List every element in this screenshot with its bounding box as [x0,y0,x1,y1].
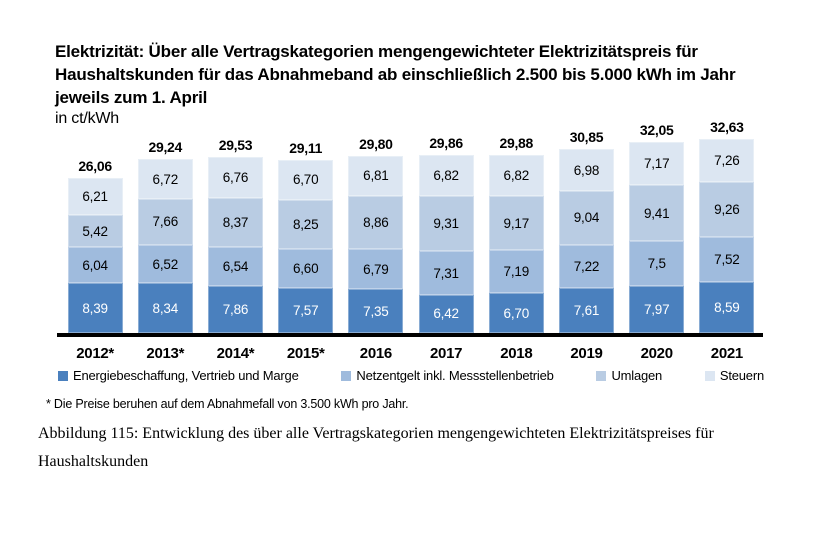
bar-total-label: 29,86 [429,135,463,152]
bar-total-label: 30,85 [569,129,604,146]
legend-color-marker [58,370,68,381]
bar-segment: 9,31 [418,195,474,252]
bar-total-label: 26,06 [78,158,112,175]
bar-segment: 7,5 [629,241,685,286]
bar-column: 29,24 6,72 7,66 6,52 8,34 [130,139,200,333]
bar-column: 29,86 6,82 9,31 7,31 6,42 [411,135,481,333]
bar-segment: 9,04 [558,190,614,245]
bar-segment: 6,04 [67,247,123,284]
bar-segment: 6,42 [418,294,474,333]
bar-column: 29,53 6,76 8,37 6,54 7,86 [200,137,270,333]
bar-segment: 8,39 [67,283,123,333]
bar-total-label: 29,24 [148,139,183,156]
bar-segment: 7,52 [699,237,755,282]
bar-segment: 6,70 [488,293,544,333]
bar-segment: 9,41 [629,185,685,242]
bar-segment: 6,54 [207,247,263,287]
legend-label: Umlagen [611,368,663,383]
bar-segment: 7,22 [558,244,614,288]
legend-color-marker [704,370,715,381]
bar-total-label: 29,80 [359,135,393,152]
bar-segment: 7,86 [207,286,263,333]
x-axis-label: 2014* [216,345,255,362]
bar-total-label: 32,05 [639,122,674,139]
bar-column: 32,05 7,17 9,41 7,5 7,97 [622,122,692,333]
legend-label: Energiebeschaffung, Vertrieb und Marge [73,368,299,383]
bar-segment: 7,66 [137,199,193,245]
bar-segment: 8,34 [137,283,193,333]
bar-segment: 7,61 [558,287,614,333]
bar-segment: 6,52 [137,244,193,284]
bar-segment: 6,21 [67,178,123,216]
bar-segment: 6,72 [137,159,193,200]
legend-label: Netzentgelt inkl. Messstellenbetrieb [356,368,554,383]
bar-segment: 6,81 [348,155,404,197]
bar-segment: 8,25 [278,199,334,249]
bar-segment: 7,19 [488,250,544,294]
bar-segment: 6,82 [418,155,474,196]
bar-segment: 8,37 [207,197,263,248]
unit-label: in ct/kWh [55,110,119,127]
bar-column: 32,63 7,26 9,26 7,52 8,59 [692,119,762,333]
bar-segment: 8,59 [699,281,755,333]
bar-total-label: 32,63 [710,118,744,135]
x-axis-label: 2016 [359,345,392,362]
bar-segment: 9,17 [488,195,544,251]
bar-column: 26,06 6,21 5,42 6,04 8,39 [60,158,130,333]
x-axis-label: 2013* [146,345,185,362]
x-axis-label: 2021 [710,345,743,362]
bar-segment: 9,26 [699,182,755,238]
x-axis-label: 2012* [76,345,114,362]
stacked-bar-plot-area: 26,06 6,21 5,42 6,04 8,39 29,24 6,72 7,66 6,52 8,… [60,119,762,333]
x-axis-line [57,333,763,337]
bar-segment: 7,35 [348,289,404,333]
figure-caption: Abbildung 115: Entwicklung des über alle… [38,425,714,470]
bar-column: 29,88 6,82 9,17 7,19 6,70 [481,135,551,333]
bar-segment: 7,57 [278,288,334,333]
bar-segment: 7,17 [629,142,685,186]
legend-item: Steuern [704,368,764,383]
legend-item: Netzentgelt inkl. Messstellenbetrieb [341,368,554,383]
legend-color-marker [341,370,352,381]
x-axis-label: 2020 [640,345,673,362]
bar-segment: 6,76 [207,157,263,198]
bar-segment: 7,31 [418,251,474,295]
bar-segment: 6,79 [348,248,404,290]
chart-legend: Energiebeschaffung, Vertrieb und Marge Ne… [58,368,764,383]
x-axis-label: 2015* [286,345,325,362]
bar-total-label: 29,53 [218,137,253,154]
footnote: * Die Preise beruhen auf dem Abnahmefall… [46,397,409,411]
bar-segment: 6,70 [278,159,334,200]
x-axis-label: 2018 [500,345,533,362]
legend-item: Energiebeschaffung, Vertrieb und Marge [58,368,299,383]
legend-label: Steuern [719,368,764,383]
bar-total-label: 29,88 [499,135,534,152]
chart-title: Elektrizität: Über alle Vertragskategori… [55,42,736,107]
bar-column: 29,11 6,70 8,25 6,60 7,57 [271,140,341,333]
x-axis-label: 2017 [430,345,463,362]
x-axis-label: 2019 [570,345,603,362]
legend-item: Umlagen [596,368,662,383]
bar-segment: 6,98 [558,149,614,191]
bar-total-label: 29,11 [289,139,323,156]
bar-segment: 8,86 [348,196,404,249]
bar-segment: 6,82 [488,155,544,196]
legend-color-marker [596,370,607,381]
bar-segment: 5,42 [67,215,123,248]
bar-segment: 7,97 [629,285,685,333]
bar-segment: 7,26 [699,138,755,183]
x-axis-labels: 2012* 2013* 2014* 2015* 2016 2017 2018 2019 2020… [60,345,762,363]
bar-column: 29,80 6,81 8,86 6,79 7,35 [341,136,411,333]
bar-column: 30,85 6,98 9,04 7,22 7,61 [551,129,621,333]
bar-segment: 6,60 [278,248,334,288]
